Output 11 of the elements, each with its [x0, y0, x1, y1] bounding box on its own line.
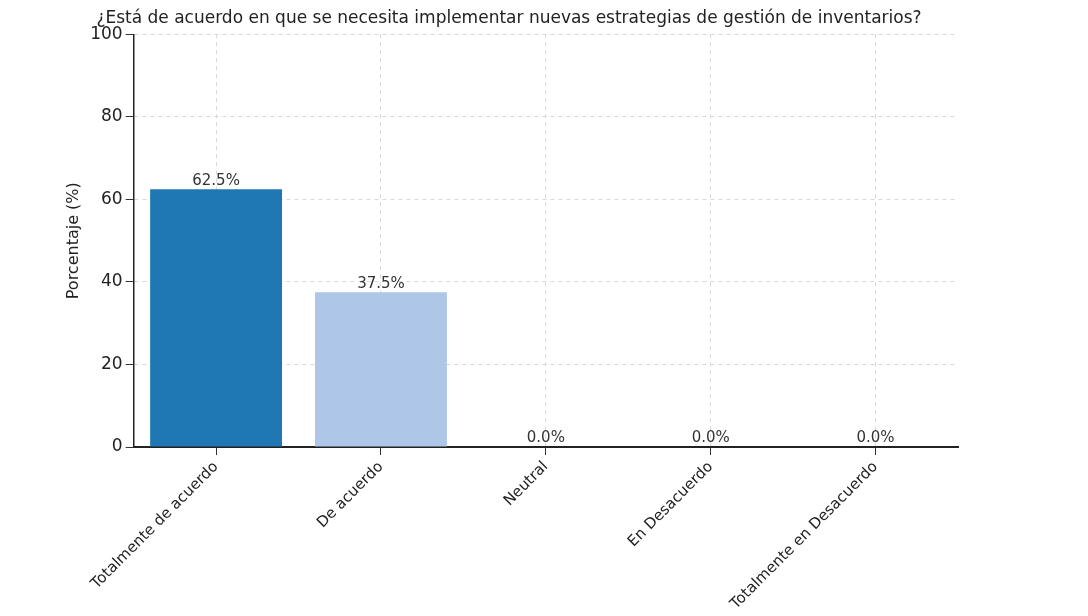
- y-tick-label: 0: [111, 435, 123, 456]
- y-tick-label: 20: [101, 352, 123, 373]
- data-label: 0.0%: [691, 428, 730, 447]
- data-label: 37.5%: [357, 273, 405, 292]
- y-tick-label: 60: [101, 187, 123, 208]
- data-label: 0.0%: [526, 428, 565, 447]
- y-tick-label: 80: [101, 105, 123, 126]
- data-label: 62.5%: [192, 170, 240, 189]
- y-axis-title: Porcentaje (%): [62, 182, 82, 300]
- y-tick-label: 40: [101, 270, 123, 291]
- data-label: 0.0%: [856, 428, 895, 447]
